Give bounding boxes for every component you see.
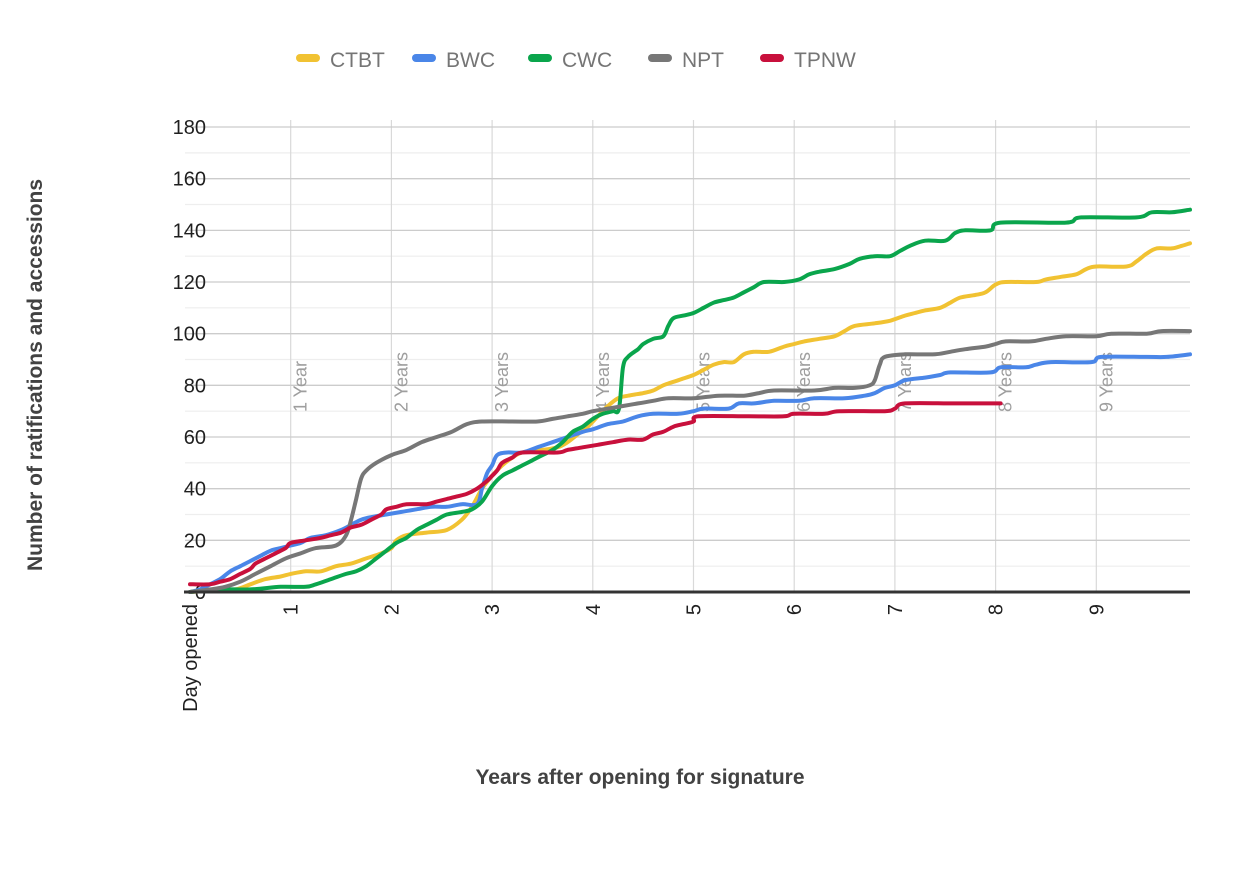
legend-item-ctbt: CTBT	[296, 49, 385, 72]
y-tick-label: 180	[173, 117, 206, 139]
year-annotation-label: 2 Years	[391, 352, 411, 412]
legend-swatch-npt	[648, 54, 672, 62]
year-annotation-label: 6 Years	[794, 352, 814, 412]
y-axis-title: Number of ratifications and accessions	[24, 178, 47, 572]
legend-swatch-bwc	[412, 54, 436, 62]
series-lines	[188, 207, 1192, 594]
x-tick-label: 4	[583, 604, 605, 615]
x-tick-label: Day opened	[180, 604, 202, 712]
y-tick-label: 20	[184, 530, 206, 552]
year-annotation-label: 5 Years	[694, 352, 714, 412]
x-tick-label: 3	[482, 604, 504, 615]
y-axis-tick-labels: 020406080100120140160180	[173, 117, 206, 604]
legend-label-cwc: CWC	[562, 49, 612, 72]
y-tick-label: 40	[184, 479, 206, 501]
year-annotation-label: 3 Years	[492, 352, 512, 412]
y-tick-label: 80	[184, 375, 206, 397]
legend-label-tpnw: TPNW	[794, 49, 856, 72]
legend-swatch-ctbt	[296, 54, 320, 62]
legend-item-cwc: CWC	[528, 49, 612, 72]
x-tick-label: 7	[885, 604, 907, 615]
legend: CTBT BWC CWC NPT TPNW	[296, 49, 856, 72]
legend-label-npt: NPT	[682, 49, 724, 72]
series-line-cwc	[188, 207, 1192, 594]
y-tick-label: 120	[173, 272, 206, 294]
year-annotation-label: 1 Year	[291, 361, 311, 412]
y-tick-label: 160	[173, 169, 206, 191]
x-tick-label: 5	[684, 604, 706, 615]
x-axis-title: Years after opening for signature	[475, 766, 805, 789]
series-line-bwc	[188, 352, 1192, 594]
gridlines	[185, 120, 1190, 593]
y-tick-label: 60	[184, 427, 206, 449]
x-tick-label: 2	[381, 604, 403, 615]
x-tick-label: 8	[986, 604, 1008, 615]
legend-item-bwc: BWC	[412, 49, 495, 72]
year-annotation-label: 9 Years	[1096, 352, 1116, 412]
legend-swatch-tpnw	[760, 54, 784, 62]
legend-item-tpnw: TPNW	[760, 49, 856, 72]
legend-swatch-cwc	[528, 54, 552, 62]
x-axis-tick-labels: Day opened 1 2 3 4 5 6 7 8 9	[180, 604, 1108, 712]
series-line-tpnw	[188, 401, 1003, 587]
legend-label-ctbt: CTBT	[330, 49, 385, 72]
x-tick-label: 9	[1086, 604, 1108, 615]
series-line-npt	[188, 328, 1192, 594]
x-tick-label: 1	[281, 604, 303, 615]
y-tick-label: 140	[173, 220, 206, 242]
legend-label-bwc: BWC	[446, 49, 495, 72]
x-tick-label: 6	[784, 604, 806, 615]
y-tick-label: 100	[173, 324, 206, 346]
legend-item-npt: NPT	[648, 49, 724, 72]
year-annotation-label: 4 Years	[593, 352, 613, 412]
